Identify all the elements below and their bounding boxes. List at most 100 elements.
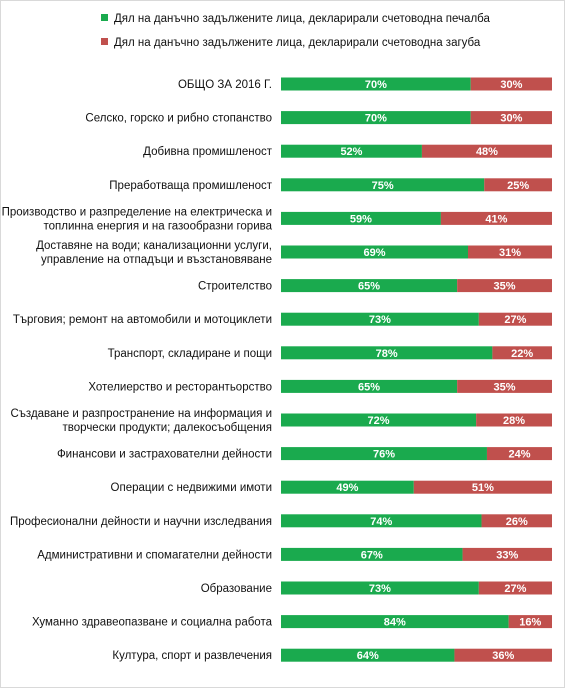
bar-row: Операции с недвижими имоти 49% 51% bbox=[111, 480, 552, 494]
bar-segment-profit bbox=[281, 346, 493, 360]
category-label: Професионални дейности и научни изследва… bbox=[10, 516, 272, 528]
category-label-line: Доставяне на води; канализационни услуги… bbox=[36, 240, 272, 252]
data-label-profit: 49% bbox=[336, 482, 358, 494]
bar-segment-loss bbox=[462, 547, 552, 561]
bar-segment-loss bbox=[440, 211, 552, 225]
data-label-profit: 59% bbox=[350, 213, 372, 225]
data-label-profit: 65% bbox=[358, 381, 380, 393]
data-label-loss: 27% bbox=[504, 314, 526, 326]
data-label-loss: 22% bbox=[511, 348, 533, 360]
category-label: Образование bbox=[201, 583, 272, 595]
data-label-profit: 72% bbox=[368, 415, 390, 427]
category-label: Добивна промишленост bbox=[143, 146, 273, 158]
bar-segment-profit bbox=[281, 514, 482, 528]
data-label-loss: 16% bbox=[519, 617, 541, 629]
bar-segment-loss bbox=[470, 77, 552, 91]
bar-segment-loss bbox=[486, 447, 552, 461]
category-label-line: творчески продукти; далекосъобщения bbox=[63, 422, 272, 434]
category-label-line: Професионални дейности и научни изследва… bbox=[10, 516, 272, 528]
bar-segment-profit bbox=[281, 144, 422, 158]
category-label: Финансови и застрахователни дейности bbox=[57, 449, 272, 461]
category-label-line: Хотелиерство и ресторантьорство bbox=[88, 381, 272, 393]
data-label-profit: 73% bbox=[369, 583, 391, 595]
data-label-loss: 36% bbox=[492, 650, 514, 662]
bar-segment-loss bbox=[454, 648, 552, 662]
data-label-loss: 27% bbox=[504, 583, 526, 595]
bar-segment-loss bbox=[508, 615, 552, 629]
legend-item-loss: Дял на данъчно задължените лица, деклари… bbox=[101, 37, 480, 49]
bar-row: ОБЩО ЗА 2016 Г. 70% 30% bbox=[178, 77, 552, 91]
bar-segment-loss bbox=[457, 279, 552, 293]
bar-segment-profit bbox=[281, 245, 468, 259]
data-label-profit: 74% bbox=[370, 516, 392, 528]
data-label-profit: 76% bbox=[373, 449, 395, 461]
category-label-line: Транспорт, складиране и пощи bbox=[108, 348, 272, 360]
bar-segment-loss bbox=[478, 581, 552, 595]
bar-segment-profit bbox=[281, 648, 455, 662]
bar-row: Финансови и застрахователни дейности 76% 2… bbox=[57, 447, 552, 461]
data-label-loss: 35% bbox=[494, 381, 516, 393]
data-label-loss: 31% bbox=[499, 247, 521, 259]
bar-segment-profit bbox=[281, 581, 479, 595]
bar-segment-profit bbox=[281, 312, 479, 326]
data-label-profit: 73% bbox=[369, 314, 391, 326]
category-label: Административни и спомагателни дейности bbox=[37, 549, 272, 561]
bar-row: Доставяне на води; канализационни услуги… bbox=[36, 240, 552, 266]
data-label-loss: 24% bbox=[508, 449, 530, 461]
bar-segment-profit bbox=[281, 178, 485, 192]
category-label-line: управление на отпадъци и възстановяване bbox=[41, 254, 272, 266]
bar-row: Административни и спомагателни дейности 6… bbox=[37, 547, 552, 561]
data-label-loss: 41% bbox=[485, 213, 507, 225]
category-label: Търговия; ремонт на автомобили и мотоцик… bbox=[13, 314, 272, 326]
data-label-profit: 70% bbox=[365, 113, 387, 125]
bar-segment-loss bbox=[476, 413, 552, 427]
data-label-loss: 35% bbox=[494, 281, 516, 293]
bar-row: Строителство 65% 35% bbox=[198, 279, 552, 293]
category-label-line: Създаване и разпространение на информаци… bbox=[10, 408, 272, 420]
bar-row: Селско, горско и рибно стопанство 70% 30% bbox=[85, 111, 552, 125]
bar-row: Добивна промишленост 52% 48% bbox=[143, 144, 552, 158]
bar-row: Транспорт, складиране и пощи 78% 22% bbox=[108, 346, 552, 360]
bar-segment-profit bbox=[281, 547, 463, 561]
category-label: Хотелиерство и ресторантьорство bbox=[88, 381, 272, 393]
category-label-line: Преработваща промишленост bbox=[109, 180, 272, 192]
data-label-profit: 84% bbox=[384, 617, 406, 629]
data-label-profit: 65% bbox=[358, 281, 380, 293]
category-label: Култура, спорт и развлечения bbox=[112, 650, 272, 662]
bar-segment-profit bbox=[281, 413, 477, 427]
bar-row: Търговия; ремонт на автомобили и мотоцик… bbox=[13, 312, 552, 326]
category-label-line: Култура, спорт и развлечения bbox=[112, 650, 272, 662]
data-label-profit: 67% bbox=[361, 549, 383, 561]
category-label: Операции с недвижими имоти bbox=[111, 482, 272, 494]
category-label-line: Добивна промишленост bbox=[143, 146, 273, 158]
data-label-loss: 48% bbox=[476, 146, 498, 158]
data-label-profit: 64% bbox=[357, 650, 379, 662]
data-label-profit: 52% bbox=[340, 146, 362, 158]
bar-row: Професионални дейности и научни изследва… bbox=[10, 514, 552, 528]
bar-segment-loss bbox=[413, 480, 552, 494]
data-label-loss: 51% bbox=[472, 482, 494, 494]
data-label-loss: 28% bbox=[503, 415, 525, 427]
bar-segment-profit bbox=[281, 77, 471, 91]
category-label: Доставяне на води; канализационни услуги… bbox=[36, 240, 272, 266]
bar-segment-profit bbox=[281, 480, 414, 494]
bar-row: Хотелиерство и ресторантьорство 65% 35% bbox=[88, 379, 552, 393]
data-label-loss: 30% bbox=[500, 113, 522, 125]
category-label-line: ОБЩО ЗА 2016 Г. bbox=[178, 79, 272, 91]
category-label-line: Операции с недвижими имоти bbox=[111, 482, 272, 494]
legend-swatch-loss bbox=[101, 38, 108, 46]
category-label: Преработваща промишленост bbox=[109, 180, 272, 192]
category-label-line: Образование bbox=[201, 583, 272, 595]
data-label-loss: 26% bbox=[506, 516, 528, 528]
category-label-line: Търговия; ремонт на автомобили и мотоцик… bbox=[13, 314, 272, 326]
bar-segment-loss bbox=[492, 346, 552, 360]
bar-segment-profit bbox=[281, 211, 441, 225]
bar-row: Производство и разпределение на електрич… bbox=[2, 206, 552, 232]
legend-label-loss: Дял на данъчно задължените лица, деклари… bbox=[114, 37, 481, 49]
bar-segment-loss bbox=[467, 245, 552, 259]
category-label-line: Селско, горско и рибно стопанство bbox=[85, 113, 272, 125]
bar-row: Образование 73% 27% bbox=[201, 581, 552, 595]
category-label-line: Строителство bbox=[198, 281, 272, 293]
